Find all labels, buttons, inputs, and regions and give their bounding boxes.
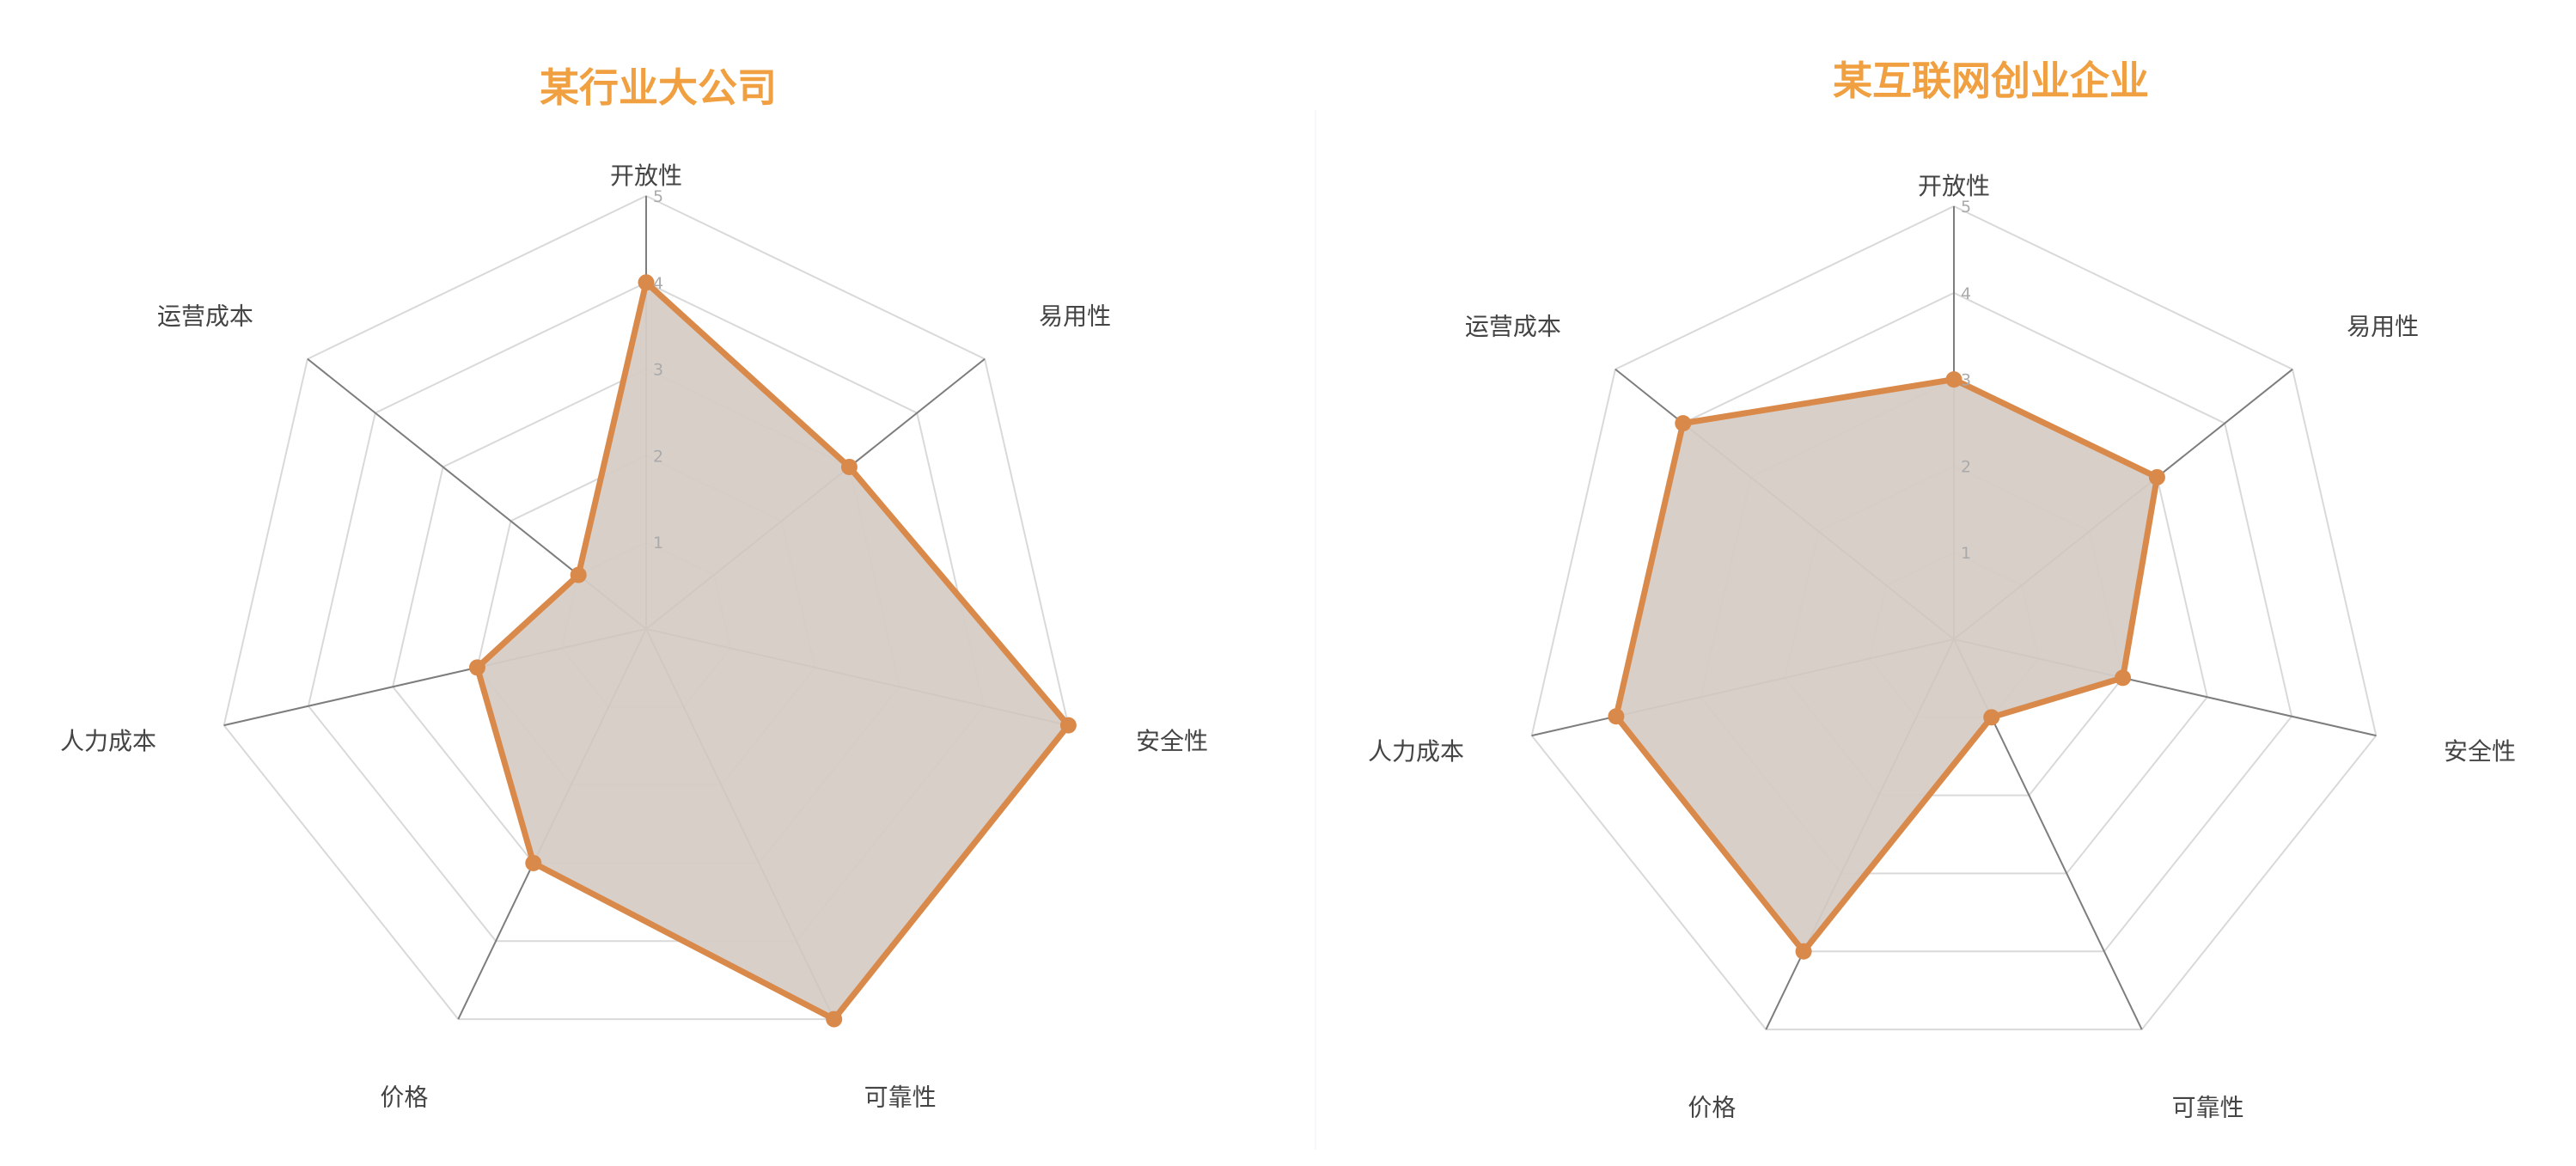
tick-label: 2 — [1961, 457, 1971, 476]
axis-label: 安全性 — [2444, 737, 2516, 766]
axis-label: 可靠性 — [2172, 1094, 2244, 1122]
chart-title: 某行业大公司 — [540, 64, 777, 111]
data-point — [1675, 415, 1692, 432]
data-area — [1613, 376, 2160, 955]
data-point — [1795, 943, 1812, 960]
axis-label: 人力成本 — [1368, 737, 1464, 766]
tick-label: 5 — [653, 187, 663, 206]
axis-label: 人力成本 — [60, 727, 156, 755]
data-point — [826, 1010, 843, 1028]
tick-label: 5 — [1961, 198, 1971, 217]
tick-label: 2 — [653, 447, 663, 466]
data-point — [1059, 717, 1077, 734]
data-point — [1983, 709, 2000, 726]
grid-ring-5 — [1530, 205, 2378, 1031]
axis-label: 易用性 — [2347, 312, 2419, 340]
panel-divider — [1315, 110, 1316, 1150]
axis-label: 运营成本 — [1465, 312, 1561, 340]
tick-label: 1 — [1961, 544, 1971, 563]
data-point — [1945, 371, 1963, 388]
tick-label: 3 — [1961, 371, 1971, 390]
axis-label: 运营成本 — [157, 302, 253, 330]
data-area — [473, 279, 1071, 1023]
axis-label: 可靠性 — [864, 1084, 937, 1112]
axis-label: 价格 — [380, 1084, 428, 1112]
data-point — [468, 659, 485, 676]
axis-label: 易用性 — [1039, 302, 1111, 330]
data-point — [840, 458, 858, 475]
axis-label: 安全性 — [1136, 727, 1208, 755]
radar-chart-left: 某行业大公司 1 2 3 4 5 开放性易用性安全性可靠性 价格 人力成本 运营成本 — [60, 64, 1208, 1112]
data-point — [2115, 669, 2132, 687]
data-point — [525, 854, 542, 871]
tick-label: 3 — [653, 361, 663, 380]
tick-label: 1 — [653, 534, 663, 552]
tick-label: 4 — [1961, 284, 1971, 303]
grid-ring-5 — [223, 194, 1070, 1021]
data-point — [570, 566, 587, 583]
radar-chart-right: 某互联网创业企业 1 2 3 4 5 开放性易用性安全性可靠性 价格 人力成本 运营成本 — [1315, 0, 2576, 1166]
axis-label: 价格 — [1688, 1094, 1736, 1122]
data-point — [638, 274, 655, 291]
chart-title: 某互联网创业企业 — [1833, 58, 2149, 104]
axis-label: 开放性 — [1918, 172, 1990, 200]
grid-ring-4 — [307, 281, 986, 943]
axis-label: 开放性 — [610, 162, 682, 190]
data-point — [2148, 468, 2165, 485]
data-point — [1608, 708, 1625, 725]
tick-label: 4 — [653, 274, 663, 293]
